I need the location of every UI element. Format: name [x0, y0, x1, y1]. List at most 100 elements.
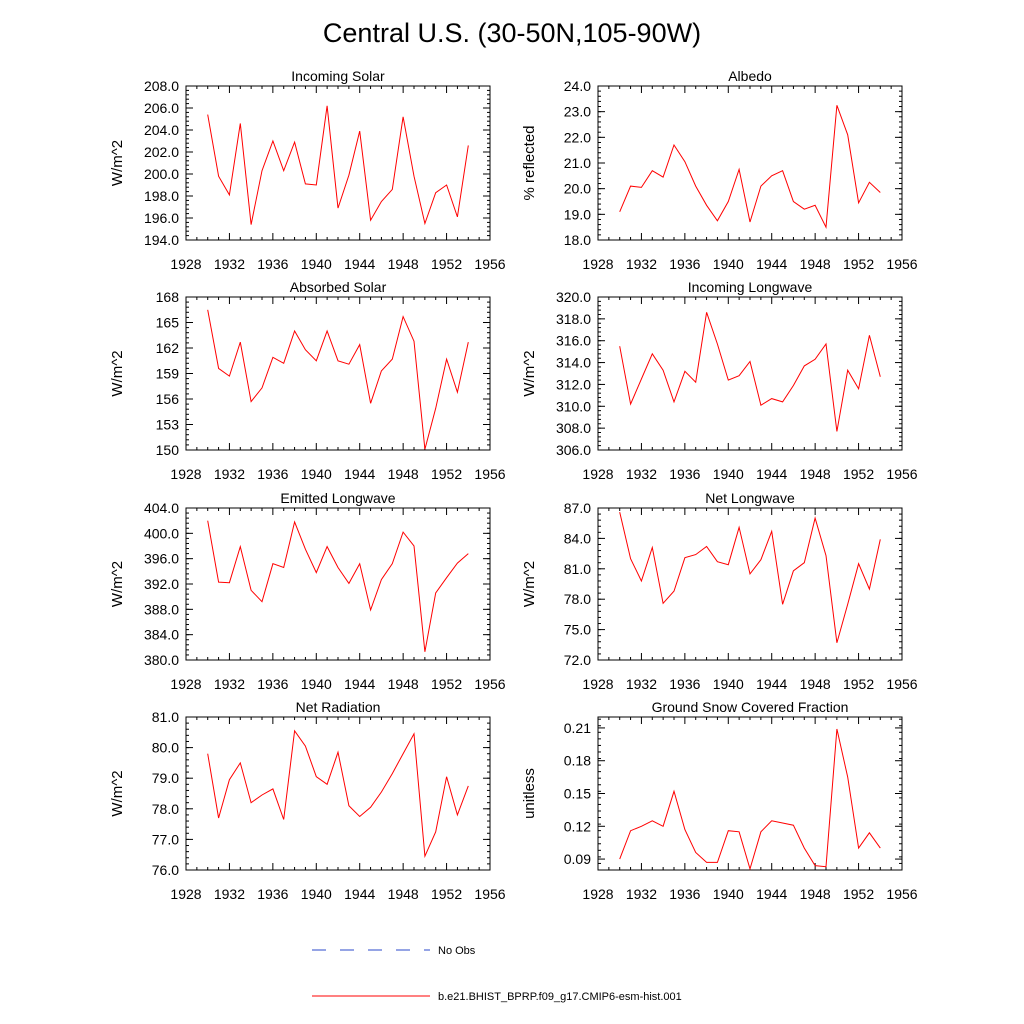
x-tick-label: 1932 [214, 466, 245, 482]
y-tick-label: 156 [156, 391, 180, 407]
panel-3: Absorbed Solar W/m^2 1928 1932 1936 1940 1944 1… [109, 279, 506, 482]
x-tick-label: 1932 [626, 256, 657, 272]
x-tick-label: 1928 [170, 676, 201, 692]
x-tick-label: 1928 [582, 256, 613, 272]
y-tick-label: 78.0 [564, 591, 591, 607]
y-axis-label: W/m^2 [109, 561, 126, 607]
figure-title: Central U.S. (30-50N,105-90W) [323, 18, 701, 48]
y-tick-label: 318.0 [556, 311, 591, 327]
panel-4: Incoming Longwave W/m^2 1928 1932 1936 1940 19… [521, 279, 918, 482]
x-tick-label: 1944 [756, 256, 787, 272]
series-line [619, 312, 881, 432]
plot-frame [185, 507, 491, 661]
x-tick-label: 1944 [344, 466, 375, 482]
y-tick-label: 204.0 [144, 122, 179, 138]
panel-6: Net Longwave W/m^2 1928 1932 1936 1940 1944 194… [521, 490, 918, 692]
x-tick-label: 1948 [388, 886, 419, 902]
y-tick-label: 0.15 [564, 786, 591, 802]
x-tick-label: 1928 [582, 466, 613, 482]
y-axis-label: W/m^2 [109, 140, 126, 186]
x-tick-label: 1932 [626, 886, 657, 902]
x-tick-label: 1956 [474, 676, 505, 692]
y-axis-label: W/m^2 [521, 350, 538, 396]
x-tick-label: 1944 [756, 676, 787, 692]
y-tick-label: 159 [156, 366, 180, 382]
x-tick-label: 1936 [257, 886, 288, 902]
y-axis-label: unitless [521, 768, 538, 819]
x-tick-label: 1928 [170, 886, 201, 902]
y-tick-label: 388.0 [144, 601, 179, 617]
y-tick-label: 200.0 [144, 166, 179, 182]
x-tick-label: 1940 [713, 886, 744, 902]
x-tick-label: 1940 [713, 256, 744, 272]
x-tick-label: 1936 [669, 886, 700, 902]
plot-frame [597, 716, 903, 871]
x-tick-label: 1948 [388, 466, 419, 482]
panels: Incoming Solar W/m^2 1928 1932 1936 1940 1944 1… [109, 68, 918, 902]
series-line [207, 309, 469, 450]
y-tick-label: 19.0 [564, 206, 591, 222]
y-tick-label: 314.0 [556, 355, 591, 371]
panel-title: Emitted Longwave [280, 490, 395, 506]
y-tick-label: 198.0 [144, 188, 179, 204]
legend: No Obs b.e21.BHIST_BPRP.f09_g17.CMIP6-es… [312, 945, 682, 1003]
x-tick-label: 1936 [669, 256, 700, 272]
y-tick-label: 400.0 [144, 525, 179, 541]
series-line [619, 728, 881, 871]
x-tick-label: 1956 [474, 466, 505, 482]
x-tick-label: 1956 [886, 466, 917, 482]
x-tick-label: 1948 [388, 256, 419, 272]
y-tick-label: 18.0 [564, 232, 591, 248]
y-tick-label: 168 [156, 289, 180, 305]
y-tick-label: 80.0 [152, 740, 179, 756]
x-tick-label: 1952 [843, 466, 874, 482]
x-tick-label: 1932 [626, 466, 657, 482]
y-tick-label: 404.0 [144, 500, 179, 516]
series-line [207, 729, 469, 859]
y-tick-label: 384.0 [144, 627, 179, 643]
x-tick-label: 1932 [214, 886, 245, 902]
x-tick-label: 1932 [214, 676, 245, 692]
y-tick-label: 312.0 [556, 376, 591, 392]
y-tick-label: 165 [156, 315, 180, 331]
x-tick-label: 1948 [800, 886, 831, 902]
x-tick-label: 1940 [301, 256, 332, 272]
y-axis-label: W/m^2 [109, 350, 126, 396]
panel-2: Albedo % reflected 1928 1932 1936 1940 1944 194… [521, 68, 918, 272]
panel-7: Net Radiation W/m^2 1928 1932 1936 1940 1944 19… [109, 699, 506, 902]
x-tick-label: 1944 [756, 466, 787, 482]
panel-title: Absorbed Solar [290, 279, 387, 295]
x-tick-label: 1928 [170, 466, 201, 482]
panel-5: Emitted Longwave W/m^2 1928 1932 1936 1940 194… [109, 490, 506, 692]
x-tick-label: 1928 [170, 256, 201, 272]
x-tick-label: 1948 [388, 676, 419, 692]
x-tick-label: 1940 [301, 886, 332, 902]
y-tick-label: 77.0 [152, 831, 179, 847]
x-tick-label: 1956 [474, 256, 505, 272]
x-tick-label: 1936 [257, 466, 288, 482]
y-tick-label: 208.0 [144, 78, 179, 94]
y-tick-label: 87.0 [564, 500, 591, 516]
x-tick-label: 1940 [713, 466, 744, 482]
plot-frame [597, 85, 903, 241]
y-tick-label: 72.0 [564, 652, 591, 668]
y-axis-label: % reflected [521, 125, 538, 200]
x-tick-label: 1952 [843, 676, 874, 692]
y-tick-label: 23.0 [564, 104, 591, 120]
y-tick-label: 21.0 [564, 155, 591, 171]
x-tick-label: 1944 [344, 886, 375, 902]
x-tick-label: 1928 [582, 676, 613, 692]
x-tick-label: 1956 [886, 676, 917, 692]
y-tick-label: 79.0 [152, 770, 179, 786]
legend-model-label: b.e21.BHIST_BPRP.f09_g17.CMIP6-esm-hist.… [438, 991, 682, 1003]
legend-obs-label: No Obs [438, 945, 476, 957]
y-tick-label: 76.0 [152, 862, 179, 878]
x-tick-label: 1956 [886, 886, 917, 902]
y-tick-label: 150 [156, 442, 180, 458]
y-tick-label: 22.0 [564, 129, 591, 145]
y-tick-label: 194.0 [144, 232, 179, 248]
x-tick-label: 1940 [301, 676, 332, 692]
y-tick-label: 316.0 [556, 333, 591, 349]
y-tick-label: 306.0 [556, 442, 591, 458]
x-tick-label: 1936 [669, 676, 700, 692]
